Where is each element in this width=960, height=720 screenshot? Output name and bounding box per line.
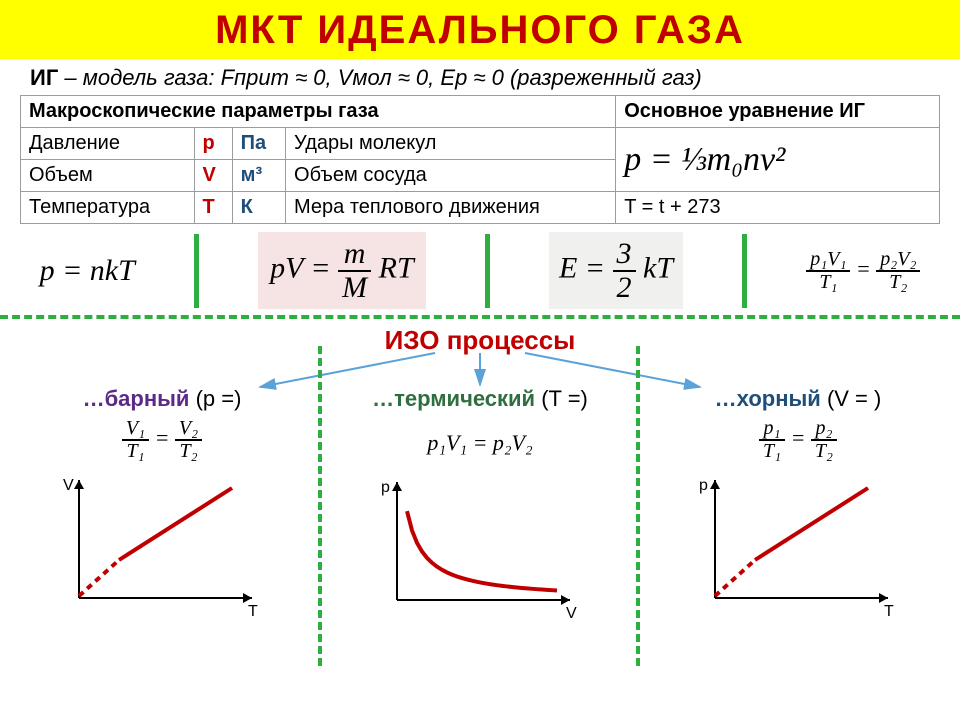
svg-text:V: V (63, 477, 74, 494)
frac-num: 3 (613, 238, 636, 272)
eq-sign: = (303, 251, 338, 284)
param-desc: Удары молекул (286, 128, 616, 160)
subtitle: ИГ – модель газа: Fприт ≈ 0, Vмол ≈ 0, Е… (0, 59, 960, 95)
table-head-left: Макроскопические параметры газа (21, 96, 616, 128)
iso-column: …барный (p =) V₁T₁ = V₂T₂ V T (12, 386, 312, 625)
formula-pv-rt: pV = mM RT (258, 232, 426, 309)
param-desc: Мера теплового движения (286, 192, 616, 224)
parameters-table: Макроскопические параметры газа Основное… (20, 95, 940, 224)
formulas-row: p = nkT pV = mM RT E = 32 kT p₁V₁T₁ = p₂… (0, 224, 960, 319)
vertical-dash (318, 346, 322, 666)
param-symbol: p (194, 128, 232, 160)
process-chart: p T (693, 468, 903, 623)
svg-text:V: V (566, 605, 577, 622)
eq-sign: = (577, 251, 612, 284)
eq-sign: = (856, 256, 876, 281)
separator (485, 234, 490, 308)
param-unit: м³ (232, 160, 285, 192)
frac-den: T₁ (806, 272, 850, 293)
iso-processes-title: ИЗО процессы (0, 319, 960, 356)
iso-columns: …барный (p =) V₁T₁ = V₂T₂ V T …термически… (0, 356, 960, 625)
param-symbol: V (194, 160, 232, 192)
param-symbol: T (194, 192, 232, 224)
separator (742, 234, 747, 308)
frac-num: m (338, 238, 371, 272)
frac-den: M (338, 272, 371, 304)
main-equation: p = ⅓m₀nv² (616, 128, 940, 192)
formula-p-nkt: p = nkT (40, 254, 135, 288)
frac-num: p₁V₁ (806, 249, 850, 272)
process-chart: p V (375, 470, 585, 625)
table-row: Давление p Па Удары молекул p = ⅓m₀nv² (21, 128, 940, 160)
svg-text:p: p (699, 477, 708, 494)
vertical-dash (636, 346, 640, 666)
eq-right: kT (636, 251, 674, 284)
formula-e-kt: E = 32 kT (549, 232, 683, 309)
process-label: …хорный (V = ) (648, 386, 948, 412)
param-desc: Объем сосуда (286, 160, 616, 192)
table-head-right: Основное уравнение ИГ (616, 96, 940, 128)
subtitle-text: – модель газа: Fприт ≈ 0, Vмол ≈ 0, Еp ≈… (58, 65, 701, 90)
param-name: Давление (21, 128, 195, 160)
table-row: Температура T К Мера теплового движения … (21, 192, 940, 224)
process-equation: p₁V₁ = p₂V₂ (330, 430, 630, 456)
process-label: …барный (p =) (12, 386, 312, 412)
param-name: Температура (21, 192, 195, 224)
separator (194, 234, 199, 308)
svg-text:p: p (381, 479, 390, 496)
eq-left: E (559, 251, 577, 284)
iso-column: …термический (T =) p₁V₁ = p₂V₂ p V (330, 386, 630, 625)
param-name: Объем (21, 160, 195, 192)
iso-title-text: ИЗО процессы (385, 325, 576, 355)
formula-combined-gas: p₁V₁T₁ = p₂V₂T₂ (806, 249, 920, 293)
temp-conversion: T = t + 273 (616, 192, 940, 224)
process-label: …термический (T =) (330, 386, 630, 412)
frac-den: 2 (613, 272, 636, 304)
svg-text:T: T (248, 603, 258, 620)
subtitle-prefix: ИГ (30, 65, 58, 90)
process-chart: V T (57, 468, 267, 623)
process-equation: V₁T₁ = V₂T₂ (12, 418, 312, 462)
svg-text:T: T (884, 603, 894, 620)
iso-column: …хорный (V = ) p₁T₁ = p₂T₂ p T (648, 386, 948, 625)
param-unit: Па (232, 128, 285, 160)
eq-left: pV (270, 251, 303, 284)
slide-title: МКТ ИДЕАЛЬНОГО ГАЗА (0, 0, 960, 59)
param-unit: К (232, 192, 285, 224)
eq-right: RT (371, 251, 414, 284)
frac-num: p₂V₂ (876, 249, 920, 272)
frac-den: T₂ (876, 272, 920, 293)
process-equation: p₁T₁ = p₂T₂ (648, 418, 948, 462)
